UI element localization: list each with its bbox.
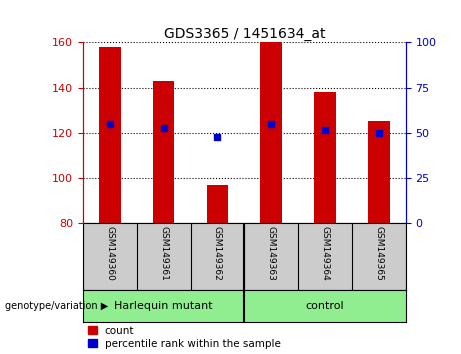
Text: GSM149360: GSM149360 (106, 227, 114, 281)
Bar (207, 185, 228, 223)
Text: GSM149363: GSM149363 (267, 227, 276, 281)
Title: GDS3365 / 1451634_at: GDS3365 / 1451634_at (164, 28, 325, 41)
Legend: count, percentile rank within the sample: count, percentile rank within the sample (88, 326, 281, 349)
Text: GSM149361: GSM149361 (159, 227, 168, 281)
Text: GSM149365: GSM149365 (374, 227, 383, 281)
Text: genotype/variation ▶: genotype/variation ▶ (5, 301, 108, 311)
Bar (99, 47, 121, 223)
Bar (260, 42, 282, 223)
Text: Harlequin mutant: Harlequin mutant (114, 301, 213, 311)
Bar (153, 81, 174, 223)
Text: control: control (306, 301, 344, 311)
Bar (314, 92, 336, 223)
Text: GSM149364: GSM149364 (320, 227, 330, 281)
Bar (368, 121, 390, 223)
Text: GSM149362: GSM149362 (213, 227, 222, 281)
